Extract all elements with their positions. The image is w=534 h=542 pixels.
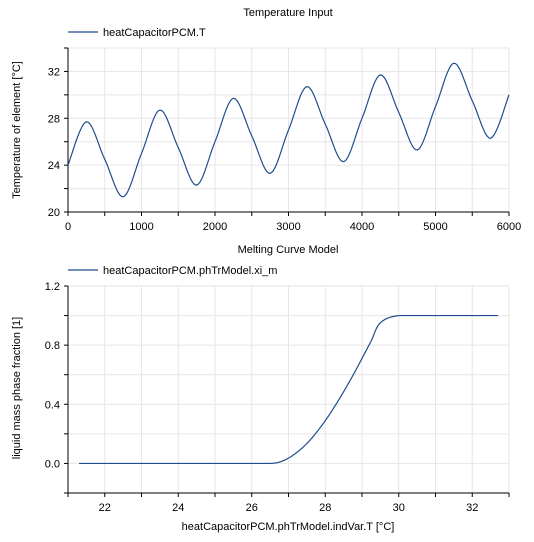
y-tick-label: 0.8 [45,340,60,352]
series-line [67,62,510,198]
y-axis-label: liquid mass phase fraction [1] [11,317,23,459]
x-tick-label: 2000 [203,221,227,233]
x-axis-label: heatCapacitorPCM.phTrModel.indVar.T [°C] [182,521,395,533]
x-tick-label: 28 [319,502,331,514]
y-tick-label: 0.0 [45,458,60,470]
y-axis-label: Temperature of element [°C] [11,61,23,199]
gridlines [67,285,510,494]
gridlines [67,47,510,213]
y-tick-label: 20 [48,207,60,219]
melting-curve-chart: Melting Curve Model heatCapacitorPCM.phT… [11,244,510,533]
series-line [79,314,498,465]
legend-label: heatCapacitorPCM.phTrModel.xi_m [103,265,277,277]
x-tick-label: 30 [393,502,405,514]
x-tick-label: 26 [246,502,258,514]
legend-label: heatCapacitorPCM.T [103,27,206,39]
x-tick-label: 24 [172,502,184,514]
y-tick-label: 28 [48,113,60,125]
chart-title: Melting Curve Model [238,244,339,256]
y-tick-label: 24 [48,160,60,172]
y-tick-label: 32 [48,66,60,78]
temperature-input-chart: Temperature Input heatCapacitorPCM.T Tem… [11,7,521,233]
x-tick-label: 4000 [350,221,374,233]
x-tick-label: 6000 [497,221,521,233]
x-tick-label: 22 [99,502,111,514]
x-tick-label: 5000 [423,221,447,233]
y-tick-label: 0.4 [45,399,60,411]
chart-title: Temperature Input [243,7,332,19]
y-tick-label: 1.2 [45,281,60,293]
x-tick-label: 1000 [129,221,153,233]
x-tick-label: 3000 [276,221,300,233]
x-tick-label: 32 [466,502,478,514]
x-tick-label: 0 [65,221,71,233]
